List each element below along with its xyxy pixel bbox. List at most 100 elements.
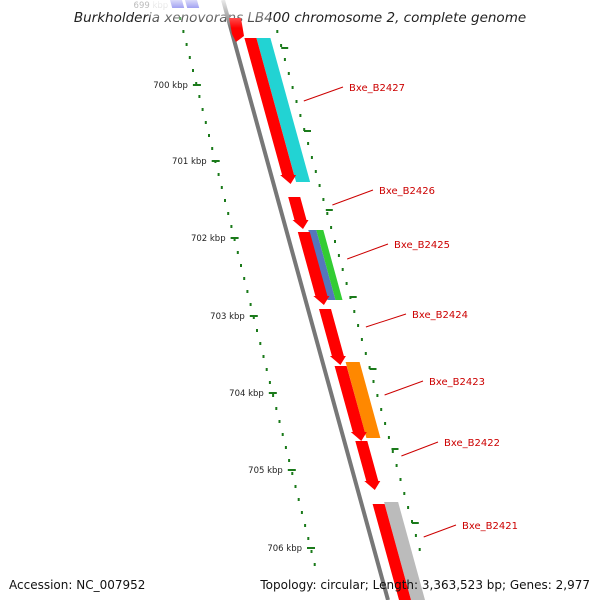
ruler-minor-tick (297, 498, 300, 501)
outer-track-dot (307, 142, 310, 145)
gene-arrow (297, 232, 330, 305)
gene-arrow (355, 441, 381, 490)
outer-track-dot (291, 86, 294, 89)
ruler-minor-tick (236, 251, 239, 254)
feature-tracks (170, 0, 425, 600)
ruler-minor-tick (262, 355, 265, 358)
ruler-minor-tick (188, 56, 191, 59)
outer-track-dot (322, 198, 325, 201)
feature-band-blue (308, 230, 336, 300)
outer-track-dot (334, 240, 336, 243)
outer-track-dot (345, 282, 348, 285)
outer-track-dot (376, 394, 379, 397)
outer-track-dot (407, 506, 410, 509)
gene-label-leader (347, 243, 389, 260)
gene-label-leader (384, 380, 424, 396)
ruler-minor-tick (310, 550, 313, 553)
gene-label: Bxe_B2427 (349, 83, 405, 94)
feature-band-orange (345, 362, 381, 438)
outer-track-dot (287, 72, 290, 75)
ruler-minor-tick (265, 368, 268, 371)
feature-band-gray (384, 502, 425, 600)
outer-track-dot (310, 156, 313, 159)
ruler-minor-tick (278, 420, 281, 423)
ruler-minor-tick (224, 199, 226, 202)
outer-track-dot (403, 492, 406, 495)
ruler-minor-tick (252, 316, 255, 319)
ruler-minor-tick (281, 433, 284, 436)
gene-arrow (288, 197, 309, 229)
outer-track-dot (399, 478, 402, 481)
gene-label: Bxe_B2425 (394, 240, 450, 251)
ruler-minor-tick (217, 173, 220, 176)
outer-track-dot (353, 310, 356, 313)
ruler-label: 704 kbp (229, 389, 264, 399)
outer-track-dot (395, 464, 398, 467)
ruler-label: 703 kbp (210, 312, 245, 322)
gene-track (229, 18, 411, 600)
ruler-minor-tick (208, 134, 210, 137)
outer-track-dot (391, 450, 394, 453)
ruler-minor-tick (249, 303, 252, 306)
outer-track-dot (384, 422, 387, 425)
gene-label: Bxe_B2426 (379, 186, 435, 197)
ruler-minor-tick (240, 264, 242, 267)
gene-arrow (244, 38, 297, 184)
outer-track-dot (330, 226, 333, 229)
outer-track-dot (414, 534, 417, 537)
ruler-minor-tick (313, 563, 316, 566)
ruler-minor-tick (204, 121, 207, 124)
ruler-minor-tick (307, 537, 310, 540)
ruler-minor-tick (198, 95, 201, 98)
ruler-minor-tick (304, 524, 307, 527)
outer-track-dot (360, 338, 363, 341)
feature-band-cyan (256, 38, 311, 182)
outer-track-dot (299, 114, 302, 117)
gene-label: Bxe_B2421 (462, 521, 518, 532)
ruler-minor-tick (227, 212, 230, 215)
ruler-minor-tick (211, 147, 214, 150)
ruler-minor-tick (195, 82, 198, 85)
ruler-minor-tick (230, 225, 233, 228)
ruler-label: 701 kbp (172, 157, 207, 167)
outer-track-dot (303, 128, 306, 131)
accession-text: Accession: NC_007952 (9, 578, 146, 592)
genome-backbone (221, 0, 390, 600)
gene-label: Bxe_B2424 (412, 310, 468, 321)
outer-track-dot (276, 30, 279, 33)
outer-track-dot (368, 366, 371, 369)
outer-track-dot (418, 548, 421, 551)
ruler-minor-tick (201, 108, 204, 111)
ruler-label: 700 kbp (153, 81, 188, 91)
ruler-minor-tick (275, 407, 278, 410)
ruler-minor-tick (291, 472, 294, 475)
gene-labels: Bxe_B2427 Bxe_B2426 Bxe_B2425 Bxe_B2424 Bxe_… (303, 83, 518, 538)
feature-band-green (316, 230, 343, 300)
ruler-minor-tick (182, 30, 185, 33)
ruler-minor-tick (284, 446, 287, 449)
ruler-minor-tick (185, 43, 188, 46)
ruler-minor-tick (268, 381, 271, 384)
ruler-minor-tick (220, 186, 223, 189)
outer-track-dot (283, 58, 286, 61)
ruler-minor-tick (259, 342, 262, 345)
ruler-label: 705 kbp (248, 466, 283, 476)
ruler-label: 706 kbp (267, 544, 302, 554)
gene-label: Bxe_B2423 (429, 377, 485, 388)
outer-track-dot (295, 100, 298, 103)
gene-label: Bxe_B2422 (444, 438, 500, 449)
ruler-minor-tick (294, 485, 297, 488)
ruler-minor-tick (300, 511, 303, 514)
ruler-minor-tick (192, 69, 194, 72)
ruler-minor-tick (246, 290, 249, 293)
gene-label-leader (401, 441, 439, 457)
gene-arrow (372, 504, 411, 600)
outer-track-dot (318, 184, 321, 187)
outer-track-dot (337, 254, 340, 257)
gene-arrow (319, 309, 346, 365)
gene-label-leader (365, 313, 407, 328)
outer-track-dot (341, 268, 344, 271)
outer-track-dot (387, 436, 390, 439)
gene-label-leader (423, 524, 457, 538)
